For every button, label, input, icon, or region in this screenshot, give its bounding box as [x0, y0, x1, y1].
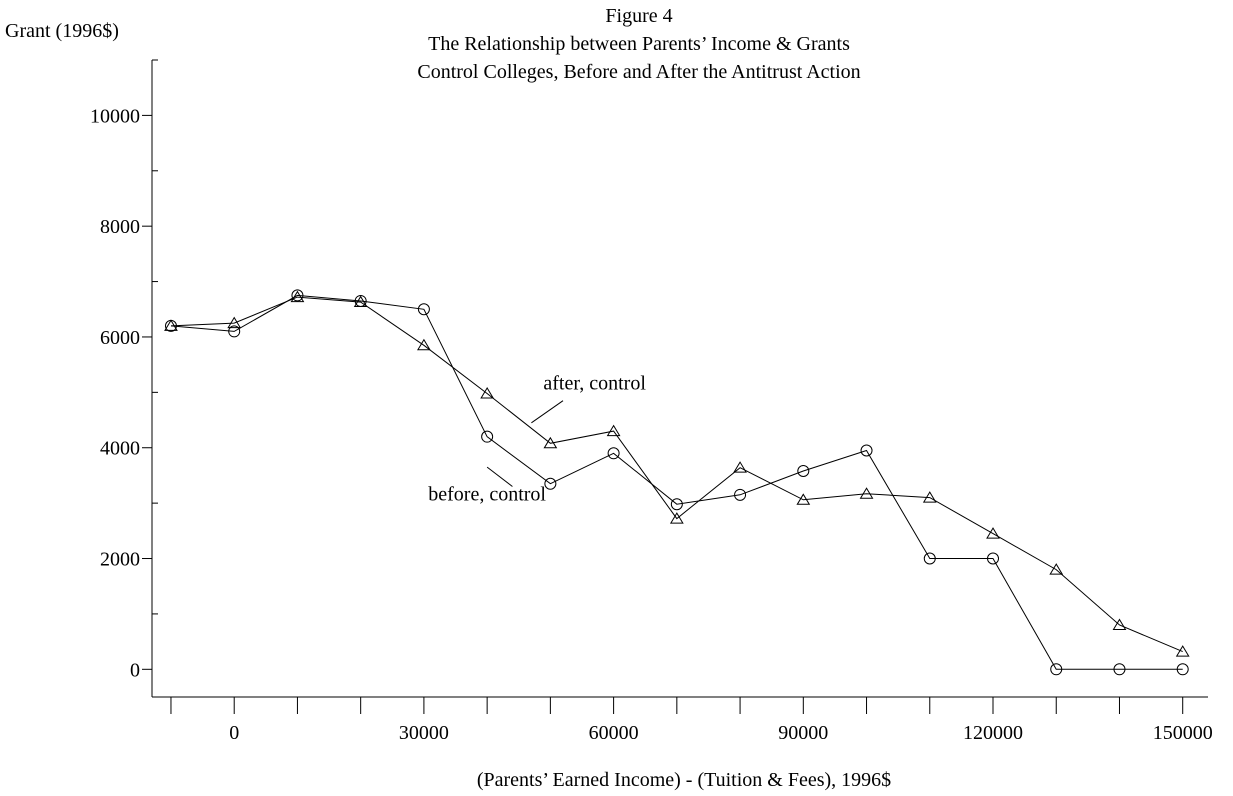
series-line-after-control [170, 296, 1183, 653]
data-point-triangle [796, 493, 811, 505]
data-point-circle [291, 289, 304, 302]
annotation-label: before, control [428, 483, 546, 505]
series-layer [164, 289, 1190, 676]
data-point-circle [1176, 663, 1189, 676]
x-tick-label: 120000 [963, 722, 1023, 744]
data-point-circle [607, 447, 620, 460]
y-tick-label: 4000 [100, 438, 140, 460]
x-tick-label: 0 [229, 722, 239, 744]
chart-title-line-1: Figure 4 [605, 5, 672, 27]
data-point-triangle [290, 290, 305, 303]
chart-title-line-3: Control Colleges, Before and After the A… [417, 61, 860, 83]
data-point-triangle [353, 295, 368, 308]
data-point-triangle [480, 386, 495, 399]
y-tick-label: 0 [130, 659, 140, 681]
data-point-circle [987, 552, 1000, 565]
data-point-circle [670, 498, 683, 511]
data-point-triangle [1049, 563, 1064, 575]
annotation-layer: after, control before, control [428, 373, 646, 506]
x-tick-label: 60000 [589, 722, 639, 744]
data-point-circle [1050, 663, 1063, 676]
data-point-triangle [1175, 645, 1190, 657]
data-point-triangle [859, 487, 874, 499]
data-point-triangle [669, 512, 684, 524]
data-point-triangle [227, 316, 242, 329]
chart-title: Figure 4 The Relationship between Parent… [417, 5, 860, 83]
data-point-circle [1113, 663, 1126, 676]
data-point-triangle [606, 424, 621, 437]
y-tick-label: 8000 [100, 216, 140, 238]
data-point-circle [860, 444, 873, 457]
y-axis-label: Grant (1996$) [5, 20, 119, 42]
data-point-triangle [733, 461, 747, 473]
x-tick-label: 150000 [1153, 722, 1213, 744]
data-point-triangle [922, 491, 937, 503]
annotation-label: after, control [543, 373, 646, 395]
annotation-pointer [531, 400, 564, 424]
data-point-triangle [164, 319, 178, 331]
axes: 0 2000 4000 6000 8000 10000 0 30000 60000 90000 12… [90, 59, 1213, 744]
chart-title-line-2: The Relationship between Parents’ Income… [428, 33, 850, 55]
y-tick-label: 10000 [90, 105, 140, 127]
data-point-circle [923, 552, 936, 565]
data-point-triangle [543, 436, 558, 449]
data-point-circle [481, 430, 494, 443]
data-point-circle [544, 477, 557, 490]
series-after-control [164, 290, 1190, 657]
annotation-pointer [486, 466, 513, 487]
data-point-circle [417, 303, 430, 316]
y-tick-label: 6000 [100, 327, 140, 349]
data-point-triangle [986, 527, 1000, 539]
data-point-circle [228, 325, 241, 338]
data-point-circle [734, 488, 747, 501]
y-tick-label: 2000 [100, 549, 140, 571]
x-tick-label: 90000 [778, 722, 828, 744]
series-line-before-control [170, 294, 1183, 670]
series-before-control [164, 289, 1189, 676]
data-point-circle [797, 465, 810, 478]
x-axis-label: (Parents’ Earned Income) - (Tuition & Fe… [477, 769, 891, 791]
data-point-triangle [1112, 618, 1127, 630]
x-tick-label: 30000 [399, 722, 449, 744]
data-point-triangle [417, 338, 431, 351]
